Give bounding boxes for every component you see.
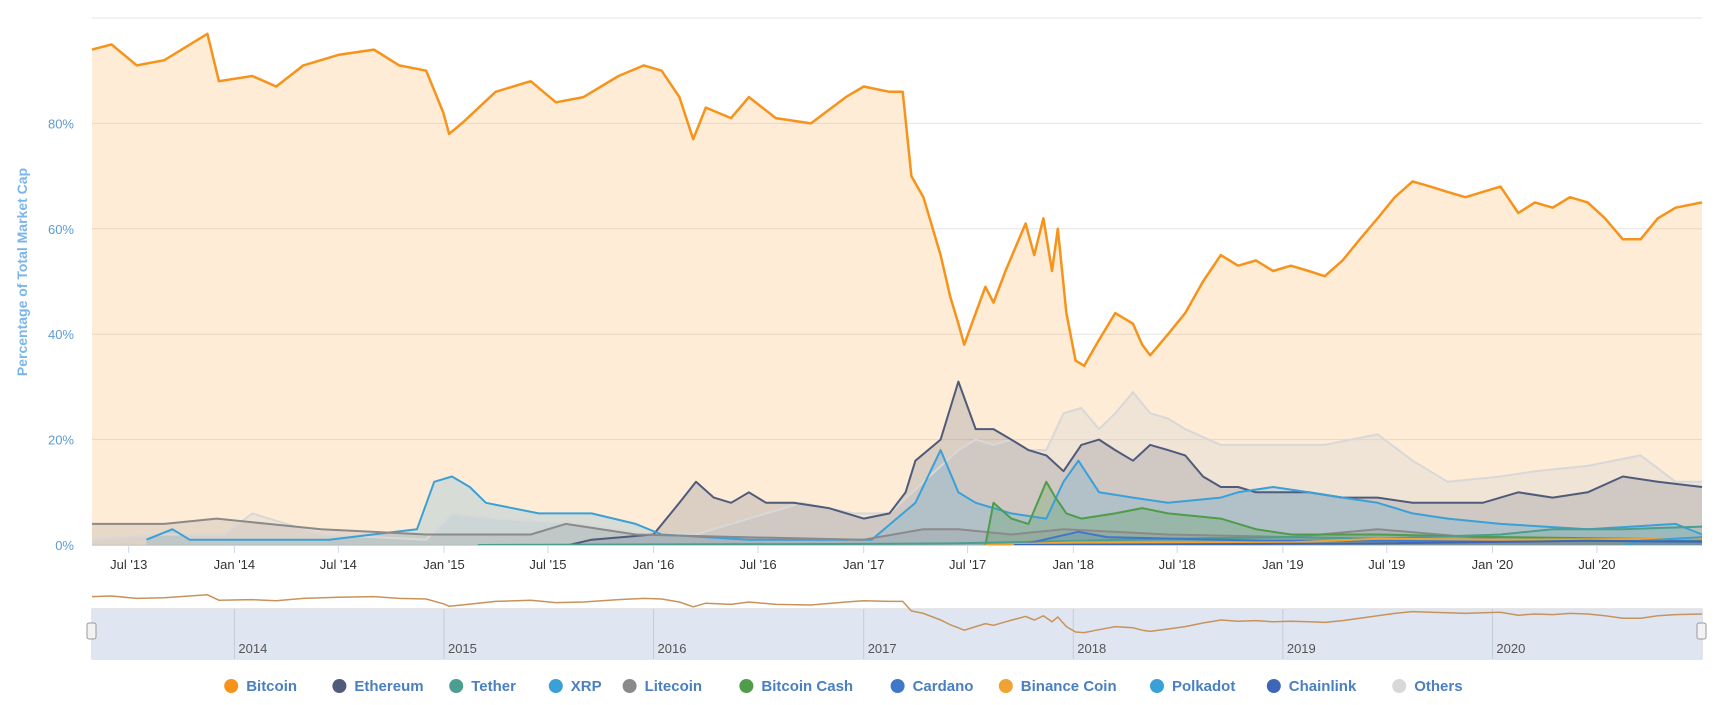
others-area — [92, 392, 1702, 545]
legend-item-xrp[interactable]: XRP — [548, 678, 602, 695]
legend-marker — [998, 679, 1013, 693]
x-tick-label: Jul '16 — [739, 557, 776, 572]
legend-marker — [224, 679, 239, 693]
bitcoin-cash-line — [984, 480, 1703, 546]
navigator-year-label: 2017 — [868, 641, 897, 656]
binance-coin-line — [985, 537, 1703, 546]
series-lines — [91, 32, 1703, 546]
legend-item-tether[interactable]: Tether — [449, 678, 516, 695]
legend-label: Cardano — [913, 678, 974, 695]
legend-item-bitcoin[interactable]: Bitcoin — [224, 678, 297, 695]
navigator-handle-right[interactable] — [1696, 622, 1707, 640]
others-line — [91, 391, 1702, 541]
x-tick-label: Jul '14 — [320, 557, 357, 572]
legend-label: Bitcoin — [246, 678, 297, 695]
navigator-year-label: 2015 — [448, 641, 477, 656]
ethereum-area — [569, 381, 1702, 545]
navigator-bitcoin-line — [91, 594, 1703, 634]
x-tick-label: Jan '15 — [423, 557, 465, 572]
x-axis: Jul '13 Jan '14 Jul '14 Jan '15 Jul '15 Jan '… — [92, 545, 1702, 572]
legend-item-bitcoin-cash[interactable]: Bitcoin Cash — [739, 678, 853, 695]
legend-item-polkadot[interactable]: Polkadot — [1150, 678, 1235, 695]
legend-label: XRP — [571, 678, 602, 695]
x-tick-label: Jul '20 — [1578, 557, 1615, 572]
legend-label: Ethereum — [354, 678, 423, 695]
xrp-line — [146, 449, 1703, 541]
legend: Bitcoin Ethereum Tether XRP Litecoin Bitcoin … — [224, 678, 1463, 695]
x-tick-label: Jul '15 — [529, 557, 566, 572]
y-tick-label: 20% — [48, 433, 74, 448]
x-tick-label: Jan '19 — [1262, 557, 1304, 572]
navigator-year-label: 2020 — [1496, 641, 1525, 656]
legend-item-cardano[interactable]: Cardano — [890, 678, 974, 695]
y-tick-label: 80% — [48, 116, 74, 131]
legend-item-chainlink[interactable]: Chainlink — [1266, 678, 1357, 695]
range-navigator[interactable]: 2014 2015 2016 2017 2018 2019 2020 — [86, 594, 1707, 660]
legend-label: Tether — [471, 678, 516, 695]
navigator-year-label: 2019 — [1287, 641, 1316, 656]
legend-marker — [890, 679, 905, 693]
y-tick-label: 0% — [55, 538, 74, 553]
y-tick-label: 40% — [48, 327, 74, 342]
legend-marker — [332, 679, 347, 693]
navigator-year-label: 2014 — [238, 641, 267, 656]
legend-item-ethereum[interactable]: Ethereum — [332, 678, 424, 695]
legend-label: Others — [1414, 678, 1462, 695]
legend-marker — [449, 679, 464, 693]
tether-line — [477, 525, 1703, 546]
bitcoin-cash-area — [985, 481, 1702, 545]
legend-label: Binance Coin — [1021, 678, 1117, 695]
navigator-year-ticks: 2014 2015 2016 2017 2018 2019 2020 — [233, 609, 1525, 659]
navigator-year-label: 2016 — [658, 641, 687, 656]
litecoin-area — [92, 518, 1702, 545]
x-tick-label: Jan '17 — [843, 557, 885, 572]
series-areas — [92, 33, 1702, 546]
y-axis: 0% 20% 40% 60% 80% — [48, 116, 74, 553]
legend-label: Litecoin — [645, 678, 703, 695]
legend-item-others[interactable]: Others — [1392, 678, 1463, 695]
bitcoin-line — [91, 32, 1703, 368]
y-tick-label: 60% — [48, 222, 74, 237]
legend-marker — [1266, 679, 1281, 693]
legend-marker — [548, 679, 563, 693]
legend-item-binance-coin[interactable]: Binance Coin — [998, 678, 1117, 695]
x-tick-label: Jul '18 — [1159, 557, 1196, 572]
ethereum-line — [568, 380, 1703, 546]
navigator-selected-range[interactable] — [92, 609, 1702, 659]
legend-label: Bitcoin Cash — [761, 678, 853, 695]
y-axis-title: Percentage of Total Market Cap — [14, 168, 30, 376]
legend-marker — [739, 679, 754, 693]
legend-marker — [1392, 679, 1407, 693]
legend-label: Chainlink — [1289, 678, 1357, 695]
x-tick-label: Jan '18 — [1053, 557, 1095, 572]
x-tick-label: Jan '20 — [1472, 557, 1514, 572]
chainlink-line — [1014, 539, 1703, 546]
legend-marker — [622, 679, 637, 693]
x-tick-label: Jul '19 — [1368, 557, 1405, 572]
x-tick-label: Jan '14 — [214, 557, 256, 572]
legend-marker — [1150, 679, 1164, 693]
navigator-handle-left[interactable] — [86, 622, 97, 640]
x-tick-label: Jul '13 — [110, 557, 147, 572]
navigator-year-label: 2018 — [1077, 641, 1106, 656]
legend-label: Polkadot — [1172, 678, 1235, 695]
bitcoin-area — [92, 33, 1702, 546]
legend-item-litecoin[interactable]: Litecoin — [622, 678, 703, 695]
x-tick-label: Jan '16 — [633, 557, 675, 572]
x-tick-label: Jul '17 — [949, 557, 986, 572]
